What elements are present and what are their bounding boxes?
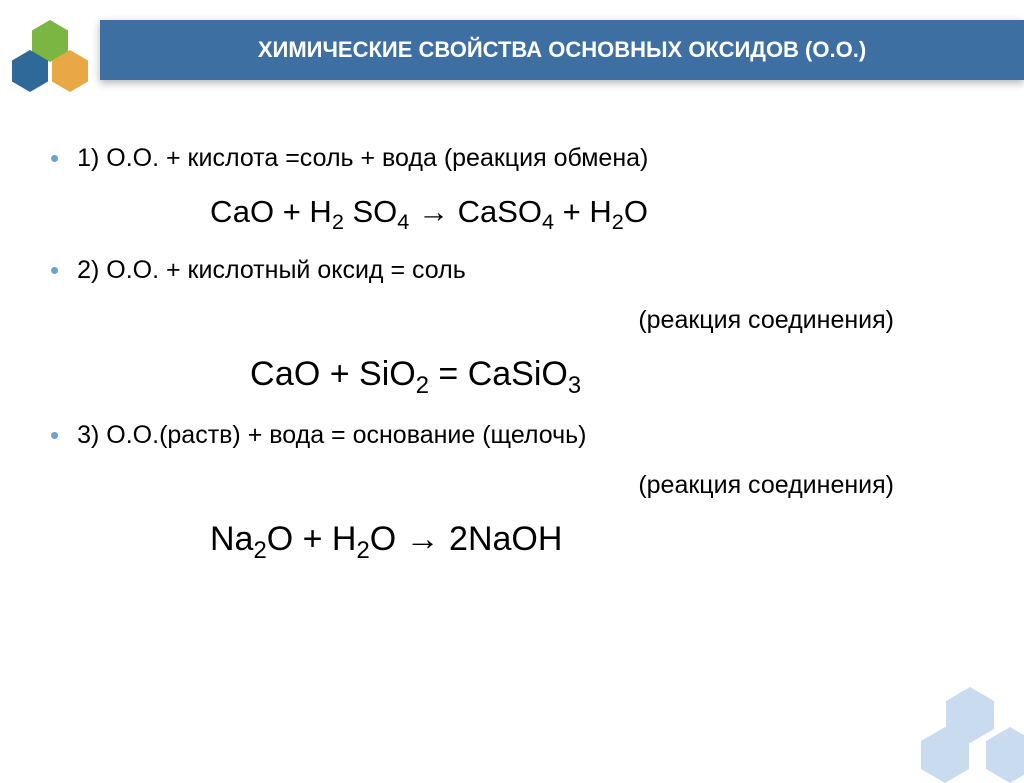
rule-2-text: 2) О.О. + кислотный оксид = соль — [77, 252, 466, 290]
bullet-icon: • — [50, 252, 59, 288]
formula-1: СаО + Н2 SO4 → CaSO4 + H2O — [210, 190, 974, 238]
bullet-icon: • — [50, 417, 59, 453]
bullet-item-2b: (реакция соединения) — [50, 302, 974, 340]
bullet-item-3: • 3) О.О.(раств) + вода = основание (щел… — [50, 417, 974, 455]
title-bar: ХИМИЧЕСКИЕ СВОЙСТВА ОСНОВНЫХ ОКСИДОВ (О.… — [100, 20, 1024, 80]
rule-3-text: 3) О.О.(раств) + вода = основание (щелоч… — [77, 417, 586, 455]
slide-title: ХИМИЧЕСКИЕ СВОЙСТВА ОСНОВНЫХ ОКСИДОВ (О.… — [258, 36, 866, 65]
bullet-item-2: • 2) О.О. + кислотный оксид = соль — [50, 252, 974, 290]
hexagon-logo — [10, 20, 100, 90]
bullet-icon: • — [50, 140, 59, 176]
slide-content: • 1) О.О. + кислота =соль + вода (реакци… — [0, 100, 1024, 602]
bullet-item-1: • 1) О.О. + кислота =соль + вода (реакци… — [50, 140, 974, 178]
formula-3: Na2O + H2O → 2NaOH — [210, 516, 974, 567]
rule-1-text: 1) О.О. + кислота =соль + вода (реакция … — [77, 140, 648, 178]
corner-decoration — [919, 682, 1024, 782]
header: ХИМИЧЕСКИЕ СВОЙСТВА ОСНОВНЫХ ОКСИДОВ (О.… — [0, 0, 1024, 100]
rule-2-annotation: (реакция соединения) — [50, 302, 894, 340]
bullet-item-3b: (реакция соединения) — [50, 467, 974, 505]
rule-3-annotation: (реакция соединения) — [50, 467, 894, 505]
formula-2: СаО + SiO2 = CaSiO3 — [250, 351, 974, 402]
corner-hexagon-icon — [986, 727, 1024, 783]
